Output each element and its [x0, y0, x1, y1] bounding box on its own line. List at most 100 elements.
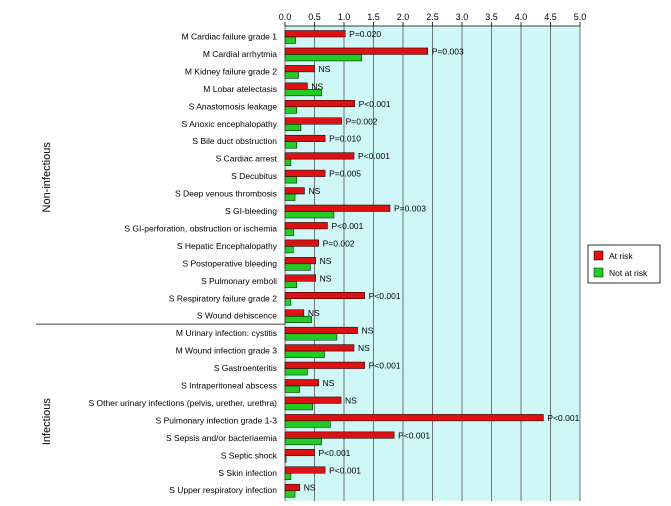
p-value-label: P=0.005: [329, 169, 361, 179]
x-tick-label: 0.0: [279, 12, 292, 22]
bar-at-risk: [284, 326, 358, 334]
bar-not-at-risk: [284, 420, 331, 428]
p-value-label: P<0.001: [369, 361, 401, 371]
category-label: S Septic shock: [221, 450, 278, 460]
category-label: S Skin infection: [218, 468, 277, 478]
bar-at-risk: [284, 361, 365, 369]
bar-not-at-risk: [284, 193, 296, 201]
category-label: S Wound dehiscence: [197, 311, 277, 321]
category-label: M Urinary infection: cystitis: [176, 328, 277, 338]
bars: [284, 30, 544, 498]
bar-at-risk: [284, 239, 319, 247]
bar-at-risk: [284, 169, 326, 177]
p-value-label: NS: [358, 343, 370, 353]
p-value-label: NS: [345, 395, 357, 405]
p-value-label: P=0.003: [432, 46, 464, 56]
p-value-label: P=0.003: [394, 204, 426, 214]
legend-swatch-at-risk: [593, 250, 604, 261]
bar-at-risk: [284, 134, 326, 142]
p-value-label: P<0.001: [359, 99, 391, 109]
x-tick-label: 1.5: [367, 12, 380, 22]
bar-not-at-risk: [284, 228, 295, 236]
category-label: M Cardial arrhytmia: [203, 49, 277, 59]
bar-not-at-risk: [284, 281, 298, 289]
bar-at-risk: [284, 292, 365, 299]
p-value-label: NS: [311, 81, 323, 91]
bar-at-risk: [284, 414, 544, 422]
p-value-label: NS: [308, 186, 320, 196]
group-labels: Non-infectious Infectious: [36, 142, 285, 445]
bar-at-risk: [284, 204, 391, 212]
bar-not-at-risk: [284, 71, 299, 79]
category-label: S Other urinary infections (pelvis, uret…: [89, 398, 278, 408]
x-tick-label: 0.5: [308, 12, 321, 22]
bar-at-risk: [284, 65, 315, 73]
bar-at-risk: [284, 187, 305, 195]
category-label: S Bile duct obstruction: [192, 136, 277, 146]
category-label: S Hepatic Encephalopathy: [177, 241, 278, 251]
x-tick-label: 3.0: [456, 12, 469, 22]
bar-not-at-risk: [284, 438, 322, 446]
p-value-label: NS: [308, 308, 320, 318]
p-value-label: P<0.001: [358, 151, 390, 161]
category-label: S Gastroenteritis: [214, 363, 277, 373]
bar-not-at-risk: [284, 211, 335, 219]
category-label: S Upper respiratory infection: [169, 485, 277, 495]
category-label: M Lobar atelectasis: [203, 84, 277, 94]
category-label: S Cardiac arrest: [216, 154, 278, 164]
bar-at-risk: [284, 396, 342, 404]
bar-not-at-risk: [284, 89, 322, 97]
p-value-label: NS: [319, 64, 331, 74]
legend-swatch-not-at-risk: [593, 267, 604, 278]
category-label: S Anastomosis leakage: [189, 101, 278, 111]
x-tick-label: 4.5: [544, 12, 557, 22]
p-value-label: P=0.002: [323, 238, 355, 248]
p-value-label: P<0.001: [547, 413, 579, 423]
category-label: S Pulmonary infection grade 1-3: [156, 415, 278, 425]
p-value-label: P<0.001: [331, 221, 363, 231]
bar-at-risk: [284, 222, 328, 230]
category-label: S Pulmonary emboli: [201, 276, 277, 286]
p-value-label: P<0.001: [398, 430, 430, 440]
bar-not-at-risk: [284, 106, 298, 114]
group-label: Non-infectious: [41, 142, 53, 213]
bar-at-risk: [284, 379, 319, 387]
bar-not-at-risk: [284, 263, 311, 271]
category-label: M Wound infection grade 3: [176, 346, 278, 356]
category-labels: M Cardiac failure grade 1 M Cardial arrhy…: [89, 32, 278, 496]
bar-not-at-risk: [284, 176, 298, 184]
category-label: S GI-bleeding: [225, 206, 277, 216]
bar-not-at-risk: [284, 333, 338, 341]
p-value-label: NS: [304, 483, 316, 493]
legend-label-not-at-risk: Not at risk: [609, 268, 648, 278]
bar-at-risk: [284, 309, 305, 317]
category-label: M Kidney failure grade 2: [185, 66, 277, 76]
bar-at-risk: [284, 30, 346, 38]
bar-not-at-risk: [284, 36, 296, 44]
bar-at-risk: [284, 257, 316, 265]
x-tick-label: 4.0: [515, 12, 528, 22]
bar-not-at-risk: [284, 141, 298, 149]
bar-not-at-risk: [284, 158, 292, 166]
bar-not-at-risk: [284, 246, 294, 254]
bar-at-risk: [284, 431, 395, 439]
bar-not-at-risk: [284, 124, 302, 131]
p-value-label: NS: [323, 378, 335, 388]
x-tick-label: 3.5: [485, 12, 498, 22]
bar-not-at-risk: [284, 385, 300, 393]
category-label: M Cardiac failure grade 1: [182, 32, 278, 42]
p-value-label: P=0.020: [349, 29, 381, 39]
x-tick-label: 2.5: [426, 12, 439, 22]
p-value-label: P<0.001: [319, 448, 351, 458]
bar-not-at-risk: [284, 315, 312, 323]
category-label: S Intraperitoneal abscess: [181, 381, 277, 391]
bar-not-at-risk: [284, 403, 313, 411]
p-value-label: P=0.002: [346, 116, 378, 126]
category-label: S Respiratory failure grade 2: [169, 293, 277, 303]
bar-not-at-risk: [284, 298, 292, 306]
bar-at-risk: [284, 449, 315, 457]
p-value-label: P<0.001: [329, 465, 361, 475]
x-tick-label: 5.0: [574, 12, 587, 22]
bar-annotations: P=0.020 P=0.003 NS NS P<0.001 P=0.002 P=0.010 P…: [304, 29, 580, 493]
